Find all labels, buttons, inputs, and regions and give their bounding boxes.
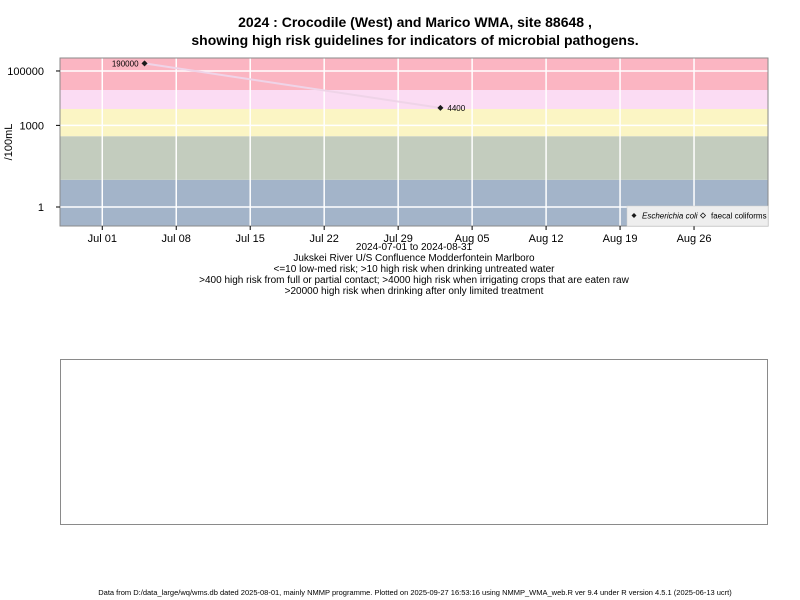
subtitle-line-2: <=10 low-med risk; >10 high risk when dr… bbox=[274, 264, 556, 275]
data-label-0-1: 4400 bbox=[447, 104, 465, 113]
water-quality-chart: 2024 : Crocodile (West) and Marico WMA, … bbox=[3, 14, 769, 297]
x-tick-label-7: Aug 19 bbox=[603, 233, 638, 245]
y-tick-label-0: 1 bbox=[38, 202, 44, 214]
chart-title-line2: showing high risk guidelines for indicat… bbox=[191, 32, 638, 48]
x-tick-label-0: Jul 01 bbox=[88, 233, 117, 245]
data-label-0-0: 190000 bbox=[112, 59, 139, 68]
x-tick-label-4: Jul 29 bbox=[383, 233, 412, 245]
subtitle-line-4: >20000 high risk when drinking after onl… bbox=[285, 286, 544, 297]
y-axis-label: /100mL bbox=[3, 124, 15, 161]
legend-entry-faecal-coliforms: faecal coliforms bbox=[711, 212, 767, 221]
x-tick-label-2: Jul 15 bbox=[236, 233, 265, 245]
data-point-0-0 bbox=[141, 60, 148, 67]
x-tick-label-6: Aug 12 bbox=[529, 233, 564, 245]
data-points bbox=[141, 60, 444, 111]
legend: Escherichia coli faecal coliforms bbox=[626, 205, 769, 227]
chart-title-line1: 2024 : Crocodile (West) and Marico WMA, … bbox=[238, 14, 592, 30]
legend-marker-filled-diamond-icon bbox=[631, 213, 637, 218]
risk-band-1 bbox=[60, 136, 768, 180]
risk-band-3 bbox=[60, 89, 768, 110]
data-labels: 190000 4400 bbox=[112, 59, 466, 112]
x-tick-label-1: Jul 08 bbox=[162, 233, 191, 245]
risk-bands bbox=[60, 58, 768, 226]
x-tick-label-3: Jul 22 bbox=[309, 233, 338, 245]
y-tick-label-1: 1000 bbox=[20, 120, 44, 132]
subtitle-line-3: >400 high risk from full or partial cont… bbox=[199, 275, 629, 286]
subtitle-line-1: Jukskei River U/S Confluence Modderfonte… bbox=[293, 253, 535, 264]
x-axis: Jul 01 Jul 08 Jul 15 Jul 22 Jul 29 Aug 05 Aug … bbox=[88, 226, 712, 245]
plot-border bbox=[59, 57, 769, 227]
y-tick-label-2: 100000 bbox=[7, 66, 44, 78]
legend-box bbox=[626, 205, 769, 227]
subtitle-line-0: 2024-07-01 to 2024-08-31 bbox=[356, 242, 473, 253]
data-point-0-1 bbox=[437, 104, 444, 111]
x-tick-label-8: Aug 26 bbox=[677, 233, 712, 245]
legend-entry-escherichia-coli: Escherichia coli bbox=[642, 212, 698, 221]
series-lines bbox=[144, 62, 441, 109]
series-line-0 bbox=[144, 62, 441, 109]
y-axis: 1 1000 100000 bbox=[7, 66, 60, 214]
footer-note: Data from D:/data_large/wq/wms.db dated … bbox=[98, 588, 732, 597]
empty-plot-panel bbox=[60, 359, 768, 525]
x-tick-label-5: Aug 05 bbox=[455, 233, 490, 245]
risk-band-4 bbox=[60, 58, 768, 90]
legend-marker-open-diamond-icon bbox=[699, 212, 707, 219]
risk-band-2 bbox=[60, 109, 768, 137]
